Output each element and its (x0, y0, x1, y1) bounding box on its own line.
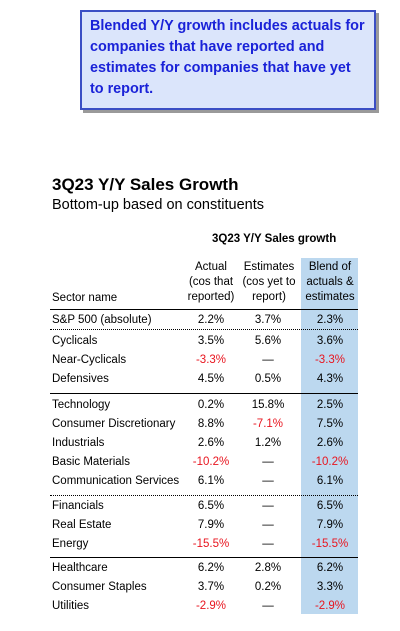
actual-cell: 3.7% (197, 581, 225, 593)
table-row: Near-Cyclicals -3.3% — -3.3% (0, 351, 400, 370)
sector-name-cell: Consumer Discretionary (52, 418, 176, 430)
table-title: 3Q23 Y/Y Sales growth (212, 233, 337, 245)
header-blend-line: Blend of (308, 261, 352, 273)
table-row: Basic Materials -10.2% — -10.2% (0, 453, 400, 472)
table-row: Utilities -2.9% — -2.9% (0, 597, 400, 616)
header-estimates-line: Estimates (243, 261, 295, 273)
table-row: Real Estate 7.9% — 7.9% (0, 516, 400, 535)
sector-name-cell: Healthcare (52, 562, 108, 574)
estimates-cell: 0.2% (254, 581, 282, 593)
estimates-cell: 1.2% (254, 437, 282, 449)
table-row: Industrials 2.6% 1.2% 2.6% (0, 434, 400, 453)
blend-cell: -2.9% (314, 600, 346, 612)
header-actual-line: (cos that (188, 276, 234, 288)
estimates-cell: — (262, 538, 274, 550)
actual-cell: 7.9% (197, 519, 225, 531)
callout-text: Blended Y/Y growth includes actuals for … (90, 18, 365, 97)
blend-cell: 3.3% (316, 581, 344, 593)
group-divider (50, 329, 358, 330)
table-row: Financials 6.5% — 6.5% (0, 497, 400, 516)
header-estimates-line: (cos yet to (242, 276, 296, 288)
header-actual-line: Actual (195, 261, 227, 273)
actual-cell: -10.2% (192, 456, 230, 468)
sector-name-cell: Technology (52, 399, 111, 411)
sector-name-cell: Communication Services (52, 475, 180, 487)
table-row: Consumer Staples 3.7% 0.2% 3.3% (0, 578, 400, 597)
header-estimates-line: report) (252, 291, 286, 303)
estimates-cell: -7.1% (252, 418, 284, 430)
sector-name-cell: Industrials (52, 437, 105, 449)
blend-cell: 4.3% (316, 373, 344, 385)
blend-cell: 6.2% (316, 562, 344, 574)
blend-cell: 2.3% (316, 314, 344, 326)
blend-cell: -15.5% (311, 538, 349, 550)
estimates-cell: — (262, 456, 274, 468)
sector-name-cell: S&P 500 (absolute) (52, 314, 152, 326)
actual-cell: 0.2% (197, 399, 225, 411)
estimates-cell: — (262, 354, 274, 366)
sector-name-cell: Cyclicals (52, 335, 98, 347)
group-divider (50, 495, 358, 496)
header-actual: Actual (cos that reported) (186, 260, 236, 305)
blend-column-highlight (301, 258, 358, 614)
table-row: Technology 0.2% 15.8% 2.5% (0, 396, 400, 415)
header-sector: Sector name (52, 292, 118, 304)
table-row: Healthcare 6.2% 2.8% 6.2% (0, 559, 400, 578)
table-row: Energy -15.5% — -15.5% (0, 535, 400, 554)
blend-cell: 6.5% (316, 500, 344, 512)
sector-name-cell: Utilities (52, 600, 90, 612)
actual-cell: -2.9% (195, 600, 227, 612)
sector-name-cell: Real Estate (52, 519, 112, 531)
sector-name-cell: Defensives (52, 373, 109, 385)
actual-cell: 6.1% (197, 475, 225, 487)
header-actual-line: reported) (187, 291, 235, 303)
estimates-cell: 3.7% (254, 314, 282, 326)
actual-cell: 6.2% (197, 562, 225, 574)
table-row: Consumer Discretionary 8.8% -7.1% 7.5% (0, 415, 400, 434)
estimates-cell: — (262, 600, 274, 612)
header-blend-line: estimates (305, 291, 355, 303)
sector-name-cell: Financials (52, 500, 104, 512)
header-blend: Blend of actuals & estimates (302, 260, 358, 305)
blend-cell: 7.9% (316, 519, 344, 531)
header-rule (50, 309, 358, 310)
blend-cell: -3.3% (314, 354, 346, 366)
actual-cell: 2.6% (197, 437, 225, 449)
table-row: Defensives 4.5% 0.5% 4.3% (0, 370, 400, 389)
table-row: S&P 500 (absolute) 2.2% 3.7% 2.3% (0, 311, 400, 330)
blend-cell: 2.5% (316, 399, 344, 411)
blend-cell: 7.5% (316, 418, 344, 430)
sector-name-cell: Near-Cyclicals (52, 354, 127, 366)
blend-cell: -10.2% (311, 456, 349, 468)
page-subtitle: Bottom-up based on constituents (52, 197, 264, 213)
callout-box: Blended Y/Y growth includes actuals for … (80, 10, 376, 110)
group-divider (50, 557, 358, 558)
actual-cell: 6.5% (197, 500, 225, 512)
blend-cell: 2.6% (316, 437, 344, 449)
estimates-cell: — (262, 475, 274, 487)
estimates-cell: 15.8% (251, 399, 285, 411)
estimates-cell: 2.8% (254, 562, 282, 574)
actual-cell: -3.3% (195, 354, 227, 366)
sector-name-cell: Basic Materials (52, 456, 130, 468)
table-row: Communication Services 6.1% — 6.1% (0, 472, 400, 491)
group-divider (50, 393, 358, 394)
header-estimates: Estimates (cos yet to report) (240, 260, 298, 305)
actual-cell: -15.5% (192, 538, 230, 550)
estimates-cell: 0.5% (254, 373, 282, 385)
actual-cell: 2.2% (197, 314, 225, 326)
blend-cell: 6.1% (316, 475, 344, 487)
estimates-cell: — (262, 519, 274, 531)
header-blend-line: actuals & (306, 276, 354, 288)
actual-cell: 3.5% (197, 335, 225, 347)
blend-cell: 3.6% (316, 335, 344, 347)
sector-name-cell: Consumer Staples (52, 581, 147, 593)
estimates-cell: 5.6% (254, 335, 282, 347)
actual-cell: 4.5% (197, 373, 225, 385)
actual-cell: 8.8% (197, 418, 225, 430)
estimates-cell: — (262, 500, 274, 512)
sector-name-cell: Energy (52, 538, 89, 550)
table-row: Cyclicals 3.5% 5.6% 3.6% (0, 332, 400, 351)
page-title: 3Q23 Y/Y Sales Growth (52, 175, 239, 194)
